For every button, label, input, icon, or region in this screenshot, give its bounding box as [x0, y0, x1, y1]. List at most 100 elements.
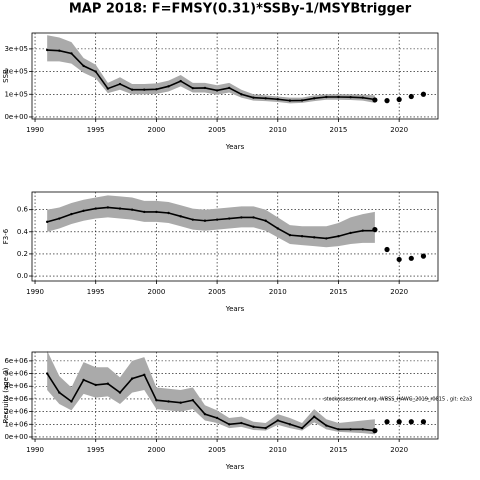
- estimate-point: [325, 424, 328, 427]
- estimate-point: [312, 415, 316, 418]
- estimate-point: [228, 423, 231, 426]
- estimate-point: [191, 86, 195, 90]
- y-tick-label: 0.6: [17, 206, 29, 214]
- y-tick-label: 0e+00: [4, 113, 28, 121]
- estimate-point: [264, 426, 267, 430]
- y-axis-label: Recruits (age 0): [2, 367, 10, 423]
- estimate-point: [167, 85, 170, 88]
- y-tick-label: 3e+06: [4, 395, 28, 403]
- estimate-point: [264, 97, 267, 100]
- x-tick-label: 2005: [208, 446, 226, 454]
- estimate-point: [337, 95, 340, 99]
- estimate-point: [106, 382, 110, 385]
- estimate-point: [130, 377, 134, 380]
- estimate-point: [179, 401, 182, 404]
- estimate-point: [82, 378, 85, 382]
- estimate-point: [70, 400, 73, 403]
- estimate-point: [288, 99, 292, 102]
- estimate-point: [45, 372, 49, 375]
- x-tick-label: 1995: [87, 446, 105, 454]
- x-tick-label: 2020: [390, 288, 408, 296]
- estimate-point: [143, 210, 146, 214]
- estimate-point: [167, 211, 170, 215]
- x-tick-label: 1995: [87, 288, 105, 296]
- y-tick-label: 1e+06: [4, 420, 28, 428]
- y-tick-label: 0.4: [17, 228, 29, 236]
- projection-point: [420, 253, 427, 259]
- estimate-point: [361, 96, 364, 99]
- estimate-point: [215, 416, 219, 420]
- estimate-point: [276, 98, 279, 101]
- estimate-point: [288, 423, 292, 426]
- estimate-point: [191, 218, 195, 221]
- estimate-point: [82, 209, 85, 212]
- estimate-point: [252, 425, 255, 429]
- x-tick-label: 2000: [147, 288, 165, 296]
- y-tick-label: 0.0: [17, 272, 28, 280]
- estimate-point: [58, 217, 61, 220]
- estimate-point: [45, 48, 49, 52]
- projection-point: [384, 246, 390, 253]
- x-axis-label: Years: [225, 305, 245, 313]
- estimate-line: [46, 206, 375, 240]
- x-tick-label: 2015: [330, 446, 348, 454]
- y-tick-label: 0.2: [17, 250, 28, 258]
- x-axis-label: Years: [225, 463, 245, 471]
- estimate-point: [349, 231, 352, 235]
- estimate-point: [349, 96, 352, 99]
- x-tick-label: 1990: [26, 446, 44, 454]
- estimate-point: [106, 206, 110, 209]
- y-tick-label: 3e+05: [4, 45, 28, 53]
- chart-title: MAP 2018: F=FMSY(0.31)*SSBy-1/MSYBtrigge…: [69, 2, 412, 17]
- estimate-point: [45, 220, 49, 224]
- estimate-point: [94, 383, 97, 387]
- x-tick-label: 2005: [208, 288, 226, 296]
- annotation: stockassessment.org, WBSS_HAWG_2019_r081…: [324, 396, 472, 402]
- estimate-point: [252, 216, 255, 219]
- estimate-point: [215, 218, 219, 221]
- y-tick-label: 0e+00: [4, 433, 28, 441]
- estimate-line: [47, 49, 376, 102]
- estimate-point: [58, 391, 61, 394]
- projection-point: [396, 256, 402, 263]
- estimate-point: [203, 219, 207, 222]
- estimate-line: [46, 373, 375, 432]
- projection-point: [384, 98, 390, 104]
- estimate-point: [240, 93, 243, 96]
- estimate-point: [70, 52, 73, 55]
- estimate-point: [70, 212, 73, 216]
- projection-point: [408, 419, 414, 425]
- estimate-point: [179, 79, 182, 83]
- estimate-point: [325, 237, 328, 240]
- y-tick-label: 6e+06: [4, 357, 28, 365]
- y-tick-label: 5e+06: [4, 370, 28, 378]
- x-tick-label: 2000: [147, 126, 165, 134]
- projection-point: [372, 428, 378, 434]
- estimate-point: [143, 88, 146, 91]
- estimate-point: [191, 398, 195, 402]
- x-tick-label: 2015: [330, 126, 348, 134]
- estimate-point: [179, 215, 182, 218]
- estimate-point: [337, 428, 340, 431]
- plot-frame: [31, 351, 439, 440]
- plot-frame: [31, 32, 439, 120]
- estimate-point: [300, 235, 304, 238]
- estimate-point: [155, 210, 158, 214]
- y-axis-label: F3-6: [2, 228, 10, 244]
- y-tick-label: 4e+06: [4, 382, 28, 390]
- estimate-point: [94, 70, 97, 73]
- estimate-point: [361, 428, 364, 431]
- estimate-point: [240, 216, 243, 219]
- projection-point: [384, 419, 390, 425]
- estimate-point: [349, 428, 352, 431]
- estimate-point: [215, 89, 219, 92]
- x-tick-label: 2010: [269, 446, 287, 454]
- estimate-point: [325, 95, 328, 99]
- estimate-point: [58, 49, 61, 52]
- estimate-point: [155, 88, 158, 91]
- estimate-point: [203, 86, 207, 90]
- projection-point: [372, 97, 378, 103]
- y-tick-label: 2e+06: [4, 408, 28, 416]
- confidence-band: [47, 35, 375, 104]
